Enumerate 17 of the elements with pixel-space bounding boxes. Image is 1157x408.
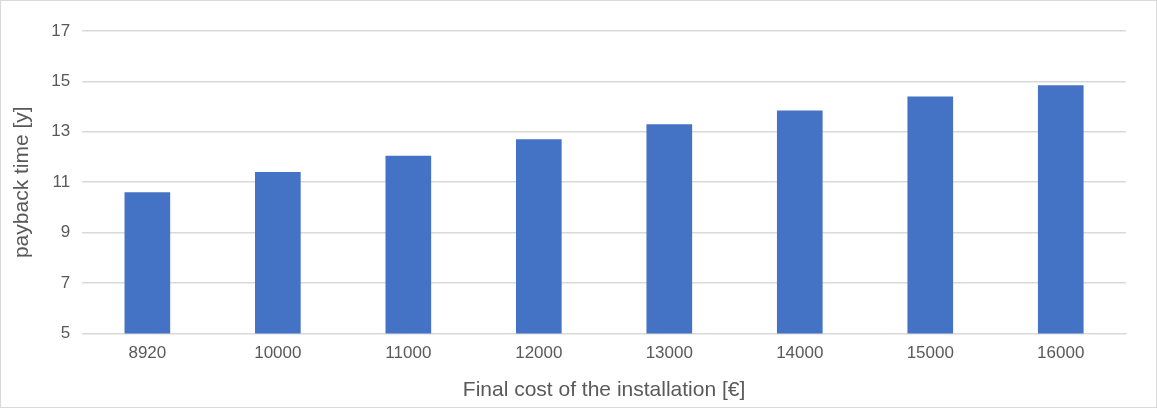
x-tick-label: 15000: [906, 343, 954, 363]
x-tick-label: 8920: [128, 343, 167, 363]
y-tick-label: 7: [60, 272, 71, 292]
y-tick-label: 13: [51, 121, 71, 141]
y-tick-label: 11: [52, 171, 71, 191]
y-tick-label: 5: [60, 323, 71, 343]
x-tick-label: 14000: [776, 343, 824, 363]
x-tick-label: 12000: [515, 343, 563, 363]
y-tick-label: 9: [60, 222, 71, 242]
y-tick-label: 15: [51, 71, 71, 91]
x-axis-title: Final cost of the installation [€]: [462, 377, 746, 401]
x-tick-label: 13000: [645, 343, 693, 363]
x-tick-label: 16000: [1037, 343, 1085, 363]
y-tick-label: 17: [51, 20, 71, 40]
x-tick-label: 10000: [254, 343, 302, 363]
x-tick-label: 11000: [385, 343, 432, 363]
y-axis-title: payback time [y]: [9, 106, 33, 259]
